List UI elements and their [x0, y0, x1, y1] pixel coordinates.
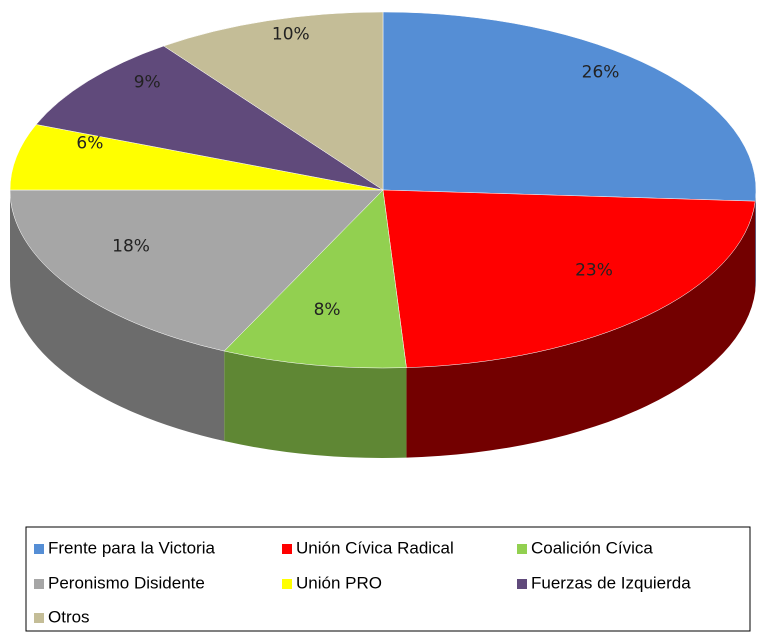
slice-label: 26% [582, 63, 620, 83]
legend-label: Frente para la Victoria [48, 538, 215, 557]
legend-box [25, 526, 751, 632]
slice-label: 23% [575, 261, 613, 281]
slice-label: 8% [314, 300, 341, 320]
slice-side [406, 201, 756, 458]
slice [382, 11, 757, 202]
legend-swatch [282, 579, 292, 589]
slice [9, 189, 384, 352]
slice-label: 18% [112, 236, 150, 256]
legend-label: Otros [48, 607, 90, 626]
slice-label: 10% [272, 25, 310, 45]
slice-side [10, 190, 225, 442]
slice [163, 11, 384, 191]
legend-swatch [34, 544, 44, 554]
legend-label: Peronismo Disidente [48, 573, 205, 592]
legend-swatch [282, 544, 292, 554]
legend-swatch [34, 579, 44, 589]
slice [35, 45, 384, 191]
legend-swatch [517, 579, 527, 589]
legend-label: Unión PRO [296, 573, 382, 592]
legend-label: Fuerzas de Izquierda [531, 573, 691, 592]
legend-label: Coalición Cívica [531, 538, 653, 557]
legend-label: Unión Cívica Radical [296, 538, 454, 557]
legend-swatch [34, 613, 44, 623]
slice-label: 6% [76, 133, 103, 153]
slice [223, 189, 407, 369]
legend-swatch [517, 544, 527, 554]
slice-side [755, 190, 756, 292]
slice [9, 124, 384, 191]
slice-side [224, 351, 407, 458]
slice-label: 9% [134, 73, 161, 93]
slice [382, 189, 756, 368]
